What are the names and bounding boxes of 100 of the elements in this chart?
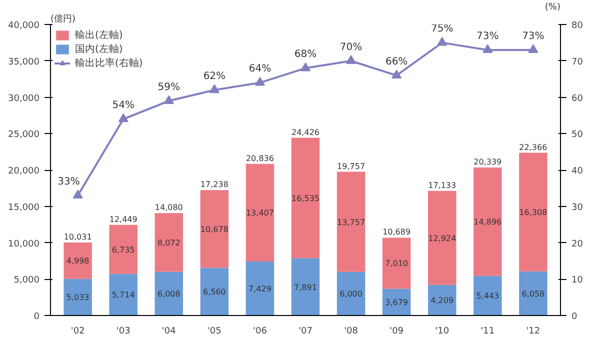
data-label: 73% (476, 30, 499, 42)
bar (474, 276, 502, 316)
bar (336, 272, 366, 316)
total-label: 10,031 (64, 232, 92, 242)
data-label: 5,714 (112, 290, 135, 300)
legend-label: 輸出比率(右軸) (75, 56, 143, 70)
bar (200, 190, 229, 268)
data-label: 75% (430, 24, 454, 35)
data-label: 4,209 (430, 296, 454, 306)
y2-tick-label: 70 (572, 57, 584, 68)
point (254, 77, 265, 86)
x-tick-label: '11 (480, 326, 495, 336)
point (437, 36, 448, 46)
data-label: 73% (522, 30, 544, 42)
total-label: 17,238 (200, 180, 228, 190)
bar (200, 268, 229, 316)
y-axis-title: (億円) (50, 14, 76, 24)
bar (291, 138, 320, 258)
total-label: 17,133 (428, 180, 456, 190)
point (346, 55, 356, 64)
data-label: 5,033 (66, 293, 90, 302)
data-label: 54% (112, 100, 134, 112)
y2-tick-label: 0 (572, 312, 578, 322)
point (72, 190, 83, 199)
data-label: 4,998 (66, 256, 90, 266)
y2-tick-label: 20 (572, 239, 584, 250)
data-label: 70% (340, 42, 362, 53)
x-tick-label: '02 (70, 326, 85, 336)
y2-tick-label: 30 (572, 202, 584, 213)
bar (519, 152, 548, 272)
data-label: 33% (58, 176, 80, 188)
data-label: 6,000 (340, 290, 362, 299)
data-label: 64% (248, 64, 272, 75)
y2-tick-label: 40 (572, 166, 584, 176)
data-label: 62% (203, 70, 226, 82)
point (300, 62, 310, 72)
point (164, 95, 174, 104)
x-tick-label: '09 (390, 326, 404, 336)
y2-tick-label: 10 (572, 276, 584, 286)
y-tick-label: 40,000 (8, 21, 40, 31)
y2-tick-label: 50 (572, 130, 584, 140)
bar (474, 168, 502, 276)
x-tick-label: '07 (298, 326, 312, 336)
y2-tick-label: 80 (572, 21, 584, 31)
x-tick-label: '06 (253, 326, 268, 336)
data-label: 16,308 (519, 208, 548, 218)
total-label: 20,836 (246, 154, 274, 163)
data-label: 3,679 (385, 298, 408, 308)
y-tick-label: 15,000 (8, 202, 40, 213)
legend-label: 輸出(左軸) (75, 28, 123, 42)
total-label: 19,757 (337, 162, 366, 171)
data-label: 66% (385, 56, 408, 68)
bar (109, 224, 138, 274)
total-label: 10,689 (382, 228, 411, 237)
bar (382, 238, 411, 289)
data-label: 6,058 (522, 289, 545, 298)
y2-axis-title: (%) (544, 2, 561, 12)
x-tick-label: '10 (435, 326, 450, 336)
total-label: 12,449 (109, 214, 138, 224)
x-tick-label: '05 (207, 326, 222, 336)
bar (64, 242, 92, 279)
bar (519, 271, 548, 316)
bar (154, 213, 184, 272)
bar (64, 278, 92, 316)
data-label: 59% (158, 82, 180, 93)
data-label: 12,924 (428, 234, 456, 243)
bar (109, 274, 138, 316)
point (118, 113, 128, 122)
bar (336, 172, 366, 272)
point (482, 44, 493, 54)
data-label: 13,407 (246, 208, 274, 218)
data-label: 6,560 (202, 288, 226, 297)
data-label: 7,010 (385, 259, 408, 268)
data-label: 5,443 (476, 292, 500, 301)
data-label: 6,008 (157, 290, 180, 299)
data-label: 8,072 (157, 238, 180, 248)
data-label: 7,891 (294, 282, 317, 292)
x-tick-label: '04 (162, 326, 176, 336)
y-tick-label: 20,000 (8, 166, 40, 176)
point (528, 44, 538, 54)
y2-tick-label: 60 (572, 94, 584, 104)
bar (246, 164, 274, 262)
legend-label: 国内(左軸) (75, 42, 123, 56)
data-label: 14,896 (474, 218, 502, 227)
y-tick-label: 0 (34, 312, 40, 322)
bar (428, 190, 456, 285)
y-tick-label: 30,000 (8, 94, 40, 104)
y-tick-label: 10,000 (8, 239, 40, 250)
data-label: 16,535 (292, 194, 320, 203)
point (209, 84, 220, 94)
data-label: 6,735 (112, 245, 135, 254)
point (392, 70, 402, 79)
bar (291, 258, 320, 316)
data-label: 13,757 (337, 218, 366, 227)
total-label: 14,080 (154, 203, 183, 212)
y-tick-label: 5,000 (14, 276, 40, 286)
x-tick-label: '03 (116, 326, 130, 336)
y-tick-label: 25,000 (8, 130, 40, 140)
x-tick-label: '12 (526, 326, 540, 336)
data-label: 7,429 (248, 284, 272, 294)
